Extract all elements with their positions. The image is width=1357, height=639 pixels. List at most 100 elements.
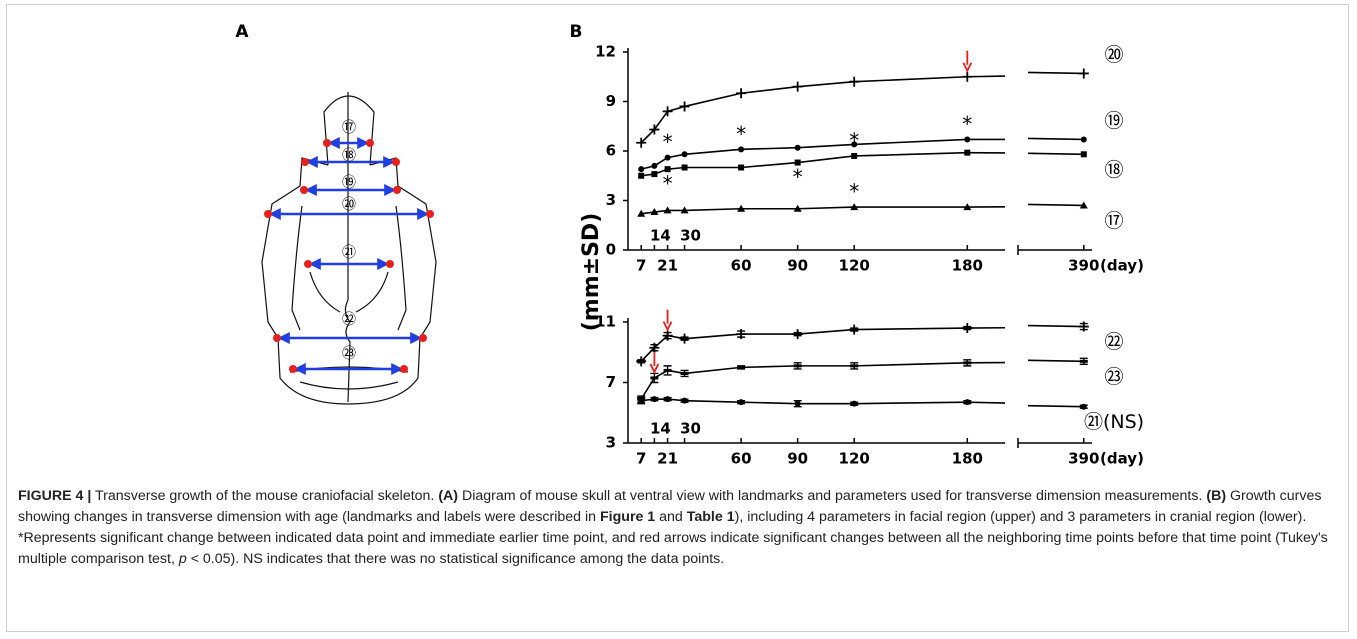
parameter-label: ㉓ bbox=[342, 346, 356, 362]
legend-label: ⑳ bbox=[1104, 44, 1123, 66]
x-tick-label: 14 bbox=[650, 227, 671, 245]
x-tick-label: 14 bbox=[650, 420, 671, 438]
parameter-label: ⑳ bbox=[342, 197, 356, 213]
data-point bbox=[1080, 403, 1087, 410]
data-point bbox=[964, 149, 971, 156]
data-point bbox=[963, 361, 972, 365]
x-tick-label: 180 bbox=[952, 257, 983, 275]
data-point bbox=[638, 397, 645, 404]
data-point bbox=[792, 329, 803, 340]
data-point bbox=[1078, 321, 1089, 332]
data-point bbox=[850, 364, 859, 368]
legend-label: ⑰ bbox=[1104, 210, 1123, 232]
data-point bbox=[738, 146, 745, 153]
x-tick-label: 90 bbox=[787, 450, 808, 468]
data-point bbox=[638, 172, 645, 179]
x-axis-label: (day) bbox=[1100, 257, 1144, 275]
y-axis-label: (mm±SD) bbox=[579, 213, 604, 332]
data-point bbox=[681, 151, 688, 158]
significance-mark: * bbox=[663, 172, 673, 196]
significance-mark: * bbox=[793, 165, 803, 189]
data-point bbox=[793, 204, 802, 212]
x-tick-label: 7 bbox=[636, 257, 646, 275]
legend-label: ⑱ bbox=[1104, 159, 1123, 181]
data-point bbox=[650, 208, 659, 216]
series-line bbox=[641, 151, 968, 177]
x-tick-label: 30 bbox=[680, 227, 701, 245]
data-point bbox=[636, 356, 647, 367]
y-tick-label: 6 bbox=[606, 142, 616, 160]
data-point bbox=[962, 71, 973, 82]
figure-frame bbox=[6, 4, 1349, 632]
series-line bbox=[1027, 404, 1084, 408]
x-tick-label: 60 bbox=[731, 257, 752, 275]
caption-text: (B) bbox=[1206, 488, 1227, 504]
x-tick-label: 390 bbox=[1068, 257, 1099, 275]
x-tick-label: 21 bbox=[657, 257, 678, 275]
series-line bbox=[967, 75, 1006, 78]
x-tick-label: 120 bbox=[839, 257, 870, 275]
data-point bbox=[638, 166, 645, 173]
data-point bbox=[663, 206, 672, 214]
legend-label: ㉓ bbox=[1104, 366, 1123, 388]
data-point bbox=[963, 203, 972, 211]
y-tick-label: 12 bbox=[595, 43, 616, 61]
y-tick-label: 9 bbox=[606, 92, 616, 110]
x-tick-label: 120 bbox=[839, 450, 870, 468]
panel-label: B bbox=[570, 22, 583, 42]
caption-text: < 0.05). NS indicates that there was no … bbox=[186, 551, 725, 567]
caption-text: p bbox=[178, 551, 187, 567]
data-point bbox=[1080, 151, 1087, 158]
data-point bbox=[851, 141, 858, 148]
x-axis-label: (day) bbox=[1100, 450, 1144, 468]
data-point bbox=[962, 323, 973, 334]
significance-mark: * bbox=[663, 130, 673, 154]
data-point bbox=[651, 162, 658, 169]
caption-label: FIGURE 4 | bbox=[18, 488, 92, 504]
series-line bbox=[641, 206, 968, 215]
caption-text: (A) bbox=[438, 488, 459, 504]
significance-mark: * bbox=[849, 128, 859, 152]
series-line bbox=[967, 401, 1006, 404]
caption-text: ), including 4 parameters in facial regi… bbox=[18, 509, 1328, 567]
data-point bbox=[662, 106, 673, 117]
skull-measurements bbox=[268, 137, 430, 375]
y-tick-label: 3 bbox=[606, 434, 616, 452]
caption-text: Table 1 bbox=[686, 509, 735, 525]
parameter-label: ⑲ bbox=[342, 175, 356, 191]
data-point bbox=[851, 400, 858, 407]
series-line bbox=[1027, 71, 1084, 75]
parameter-label: ㉑ bbox=[342, 245, 356, 261]
x-tick-label: 390 bbox=[1068, 450, 1099, 468]
y-tick-label: 11 bbox=[595, 313, 616, 331]
data-point bbox=[737, 365, 746, 369]
data-point bbox=[650, 376, 659, 380]
data-point bbox=[680, 371, 689, 375]
data-point bbox=[1079, 359, 1088, 363]
data-point bbox=[637, 209, 646, 217]
data-point bbox=[736, 88, 747, 99]
series-line bbox=[640, 75, 968, 144]
data-point bbox=[738, 399, 745, 406]
data-point bbox=[681, 164, 688, 171]
data-point bbox=[736, 329, 747, 340]
data-point bbox=[794, 144, 801, 151]
significance-arrow bbox=[649, 351, 660, 374]
caption-text: Growth curves showing changes in transve… bbox=[18, 488, 1322, 525]
data-point bbox=[849, 76, 860, 87]
series-line bbox=[1027, 152, 1084, 156]
data-point bbox=[964, 399, 971, 406]
legend-label: ⑲ bbox=[1104, 110, 1123, 132]
x-tick-label: 30 bbox=[680, 420, 701, 438]
y-tick-label: 0 bbox=[606, 241, 616, 259]
significance-mark: * bbox=[736, 122, 746, 146]
legend-label: ㉑(NS) bbox=[1084, 411, 1144, 433]
caption-text: Transverse growth of the mouse craniofac… bbox=[91, 488, 439, 504]
data-point bbox=[851, 152, 858, 159]
x-tick-label: 60 bbox=[731, 450, 752, 468]
series-line bbox=[640, 327, 968, 362]
data-point bbox=[737, 204, 746, 212]
